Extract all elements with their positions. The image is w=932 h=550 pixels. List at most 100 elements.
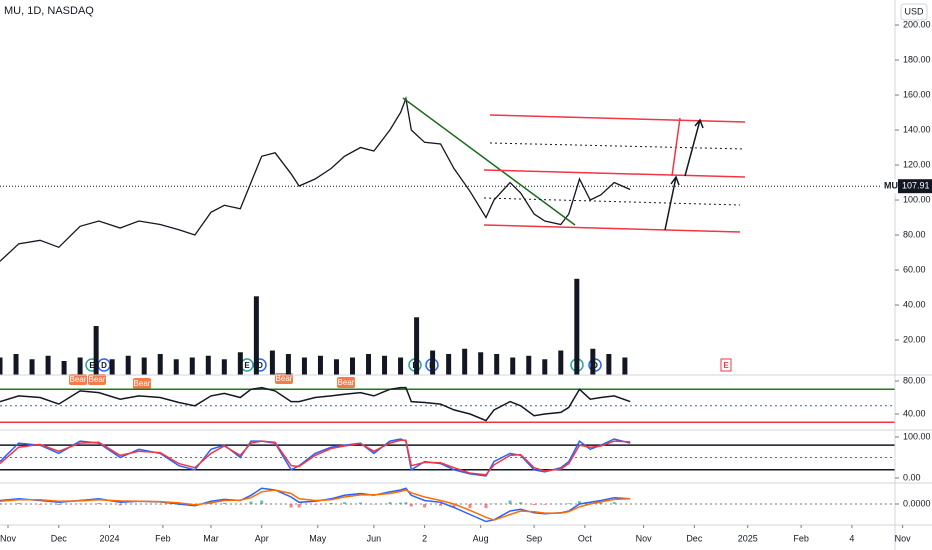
- bear-badge: [88, 374, 106, 385]
- histogram-bar: [342, 502, 346, 504]
- bear-label: Bear: [134, 379, 151, 388]
- volume-bar: [542, 359, 548, 375]
- histogram-bar: [439, 504, 443, 506]
- y-tick-label: 200.00: [903, 19, 931, 29]
- histogram-bar: [423, 504, 427, 508]
- histogram-bar: [468, 504, 472, 509]
- histogram-bar: [567, 503, 571, 504]
- histogram-bar: [409, 504, 413, 507]
- histogram-bar: [313, 504, 317, 505]
- y-tick-label: 40.00: [903, 299, 926, 309]
- bear-label: Bear: [338, 378, 355, 387]
- histogram-bar: [38, 504, 42, 505]
- x-tick-label: Dec: [51, 533, 68, 543]
- series-line: [0, 386, 631, 422]
- volume-bar: [221, 359, 227, 375]
- volume-bar: [414, 317, 420, 375]
- event-label: E: [89, 361, 95, 370]
- event-label: E: [244, 361, 250, 370]
- plot-layer: BearBearBearBearBearEDEDEDEDE: [0, 96, 895, 523]
- volume-bar: [93, 326, 99, 375]
- volume-bar: [622, 357, 628, 375]
- x-tick-label: Jun: [367, 533, 382, 543]
- histogram-bar: [57, 504, 61, 506]
- bear-badge: [69, 374, 87, 385]
- symbol-tag: [880, 179, 898, 194]
- channel-line: [483, 224, 741, 233]
- histogram-bar: [532, 504, 536, 506]
- volume-bar: [478, 352, 484, 375]
- volume-bar: [494, 354, 500, 375]
- bear-badge: [133, 378, 151, 389]
- volume-bar: [141, 357, 147, 375]
- x-tick-label: Nov: [895, 533, 912, 543]
- histogram-bar: [404, 502, 408, 504]
- histogram-bar: [97, 502, 101, 504]
- price-tag: [898, 179, 932, 194]
- drawings: [402, 97, 746, 233]
- volume-bar: [205, 355, 211, 375]
- histogram-bar: [588, 502, 592, 504]
- histogram-bar: [0, 503, 2, 504]
- histogram-bar: [289, 504, 293, 508]
- y-tick-label: 120.00: [903, 159, 931, 169]
- histogram-bar: [359, 502, 363, 504]
- histogram-bar: [260, 500, 264, 504]
- volume-bar: [558, 350, 564, 375]
- y-tick-label: 180.00: [903, 54, 931, 64]
- y-tick-label: 40.00: [903, 408, 926, 418]
- y-tick-label: 160.00: [903, 89, 931, 99]
- channel-line: [489, 114, 746, 123]
- event-icon[interactable]: [720, 358, 732, 372]
- symbol-label: MU: [884, 181, 898, 191]
- x-tick-label: 2: [422, 533, 427, 543]
- x-tick-label: Sep: [526, 533, 542, 543]
- histogram-bar: [388, 502, 392, 504]
- y-tick-label: 100.00: [903, 431, 931, 441]
- volume-bar: [109, 359, 115, 375]
- x-tick-label: Feb: [793, 533, 809, 543]
- histogram-bar: [519, 502, 523, 504]
- volume-bar: [350, 357, 356, 375]
- volume-bar: [269, 350, 275, 375]
- x-tick-label: Feb: [155, 533, 171, 543]
- channel-line: [483, 169, 746, 178]
- currency: USD: [904, 6, 924, 16]
- histogram-bar: [118, 504, 122, 506]
- x-tick-label: Mar: [203, 533, 219, 543]
- bear-badge: [337, 377, 355, 388]
- y-tick-label: 100.00: [903, 194, 931, 204]
- arrow: [664, 118, 704, 231]
- volume-bar: [13, 354, 19, 375]
- series-line: [0, 96, 631, 262]
- y-tick-label: 0.0000: [903, 498, 931, 508]
- y-tick-label: 20.00: [903, 334, 926, 344]
- volume-bar: [173, 359, 179, 375]
- volume-bar: [526, 355, 532, 375]
- volume-bar: [382, 355, 388, 375]
- volume-bar: [253, 296, 259, 375]
- volume-bar: [157, 354, 163, 375]
- volume-bar: [317, 355, 323, 375]
- volume-bar: [61, 361, 67, 375]
- x-tick-label: 2025: [738, 533, 758, 543]
- histogram-bar: [249, 501, 253, 504]
- x-tick-label: 4: [849, 533, 854, 543]
- volume-bar: [285, 354, 291, 375]
- volume-bar: [29, 359, 35, 375]
- volume-bar: [301, 357, 307, 375]
- volume-bar: [462, 348, 468, 375]
- histogram-bar: [17, 502, 21, 504]
- histogram-bar: [577, 501, 581, 504]
- volume-bar: [45, 355, 51, 375]
- bear-label: Bear: [89, 375, 106, 384]
- volume-bar: [77, 357, 83, 375]
- volume-bar: [237, 352, 243, 375]
- volume-bar: [0, 357, 3, 375]
- histogram-bar: [612, 502, 616, 504]
- histogram-bar: [222, 502, 226, 504]
- bear-label: Bear: [70, 375, 87, 384]
- projection-line: [671, 117, 681, 177]
- currency-button[interactable]: [900, 3, 928, 21]
- x-tick-label: Nov: [636, 533, 653, 543]
